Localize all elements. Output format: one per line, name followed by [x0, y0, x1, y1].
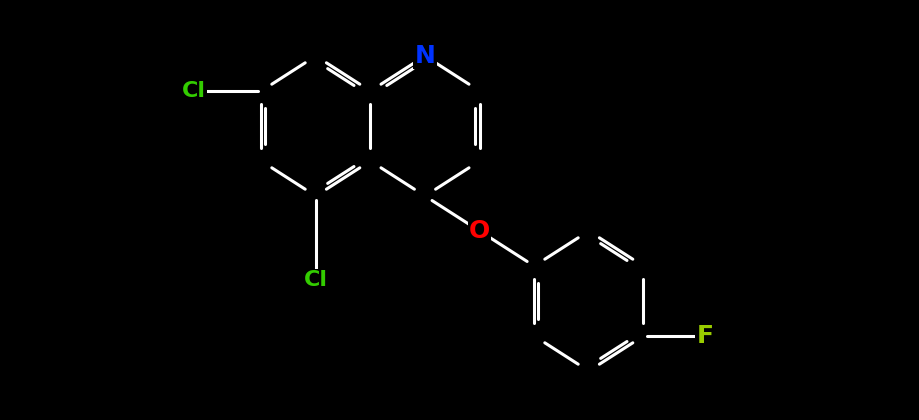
Text: Cl: Cl: [303, 270, 327, 290]
Text: F: F: [696, 324, 713, 348]
Text: O: O: [469, 219, 490, 243]
Text: Cl: Cl: [182, 81, 206, 101]
Text: N: N: [414, 44, 435, 68]
